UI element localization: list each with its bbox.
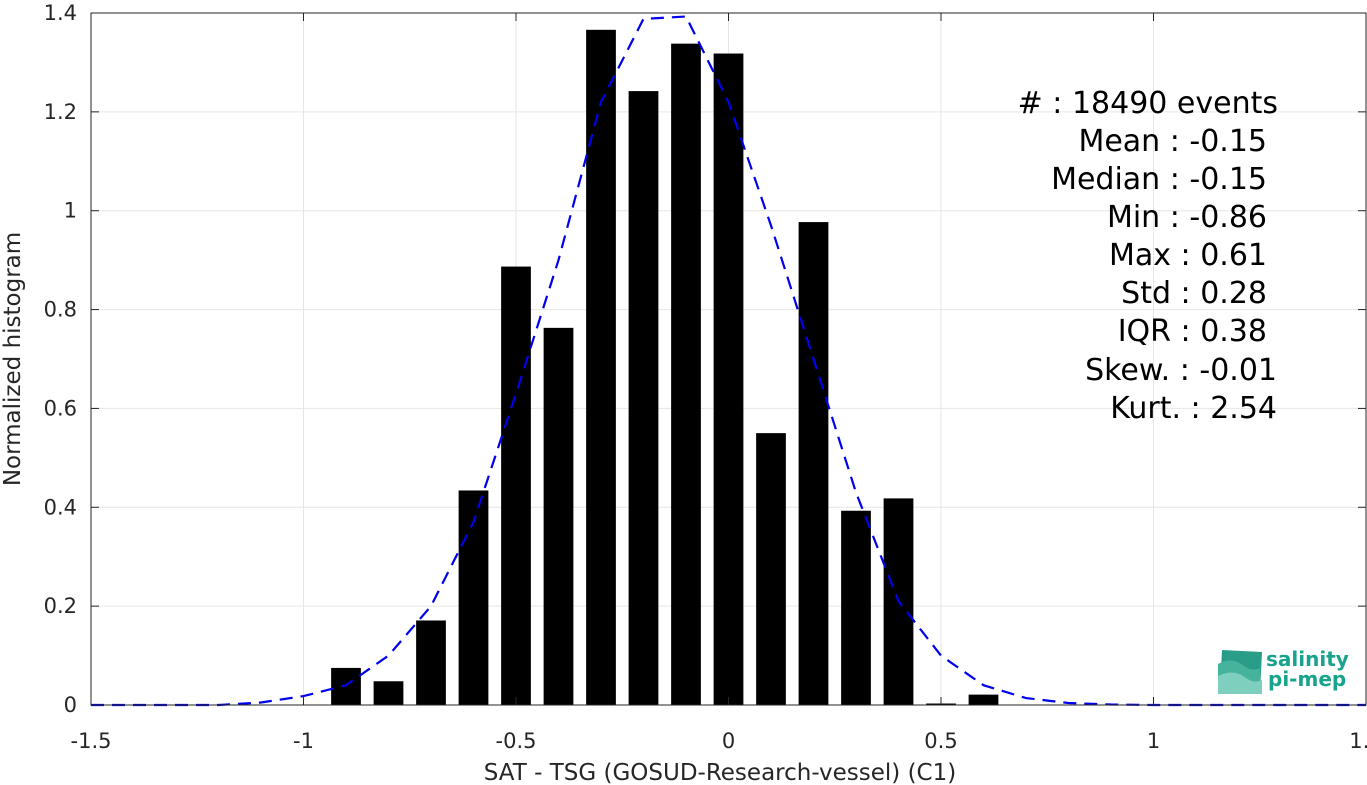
x-tick-label: 1.5 xyxy=(1349,729,1367,753)
stats-median: Median : -0.15 xyxy=(1051,162,1267,197)
stats-max: Max : 0.61 xyxy=(1109,238,1267,273)
histogram-bar xyxy=(798,222,829,705)
histogram-bar xyxy=(968,694,999,705)
histogram-bar xyxy=(628,91,659,705)
y-tick-label: 0.8 xyxy=(44,298,77,322)
logo-text-salinity: salinity xyxy=(1266,647,1349,671)
y-tick-label: 1.4 xyxy=(44,1,77,25)
stats-min: Min : -0.86 xyxy=(1107,200,1267,235)
axis-ticks: -1.5 -1 -0.5 0 0.5 1 1.5 0 0.2 0.4 0.6 0.8 1 1.2 1.4 xyxy=(44,1,1367,753)
histogram-bar xyxy=(458,490,489,705)
stats-mean: Mean : -0.15 xyxy=(1078,124,1267,159)
stats-std: Std : 0.28 xyxy=(1121,276,1267,311)
histogram-bar xyxy=(501,266,531,705)
histogram-bar xyxy=(331,667,361,705)
y-tick-label: 0.6 xyxy=(44,396,77,420)
x-tick-label: 0 xyxy=(722,729,735,753)
histogram-bar xyxy=(373,681,404,705)
x-tick-label: 0.5 xyxy=(924,729,957,753)
y-axis-label: Normalized histogram xyxy=(0,232,26,486)
x-tick-label: -1 xyxy=(293,729,314,753)
histogram-bar xyxy=(713,53,744,705)
y-tick-label: 1.2 xyxy=(44,100,77,124)
stats-iqr: IQR : 0.38 xyxy=(1118,314,1267,349)
histogram-bar xyxy=(416,620,446,705)
y-tick-label: 0.4 xyxy=(44,495,77,519)
x-tick-label: -0.5 xyxy=(496,729,537,753)
bars xyxy=(331,29,999,706)
histogram-bar xyxy=(586,29,616,705)
histogram-bar xyxy=(841,510,871,705)
histogram-bar xyxy=(543,327,574,705)
x-tick-label: 1 xyxy=(1147,729,1160,753)
histogram-bar xyxy=(756,433,786,705)
y-tick-label: 1 xyxy=(64,199,77,223)
stats-box: # : 18490 events Mean : -0.15 Median : -… xyxy=(1018,86,1278,426)
histogram-bar xyxy=(671,43,701,706)
logo-text-pimep: pi-mep xyxy=(1268,667,1346,691)
y-tick-label: 0 xyxy=(64,693,77,717)
x-axis-label: SAT - TSG (GOSUD-Research-vessel) (C1) xyxy=(484,760,956,785)
x-tick-label: -1.5 xyxy=(71,729,112,753)
salinity-pimep-logo: salinity pi-mep xyxy=(1218,647,1349,694)
stats-skew: Skew. : -0.01 xyxy=(1085,353,1277,388)
y-tick-label: 0.2 xyxy=(44,594,77,618)
stats-events: # : 18490 events xyxy=(1018,86,1278,121)
wave-logo-icon xyxy=(1218,650,1262,694)
stats-kurt: Kurt. : 2.54 xyxy=(1110,391,1277,426)
